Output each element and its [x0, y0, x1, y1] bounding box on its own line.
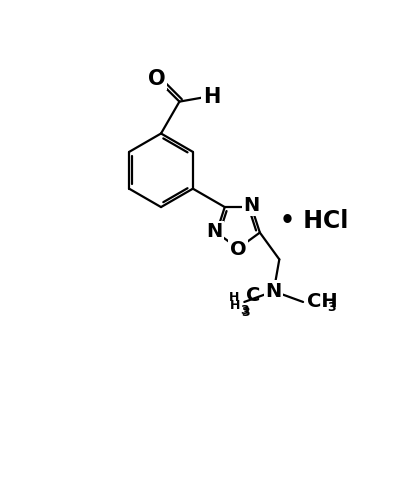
- Text: H: H: [230, 300, 240, 312]
- Text: 3: 3: [327, 301, 336, 314]
- Text: N: N: [266, 282, 282, 301]
- Text: H: H: [203, 87, 220, 107]
- Text: • HCl: • HCl: [280, 209, 349, 233]
- Text: N: N: [206, 222, 223, 241]
- Text: H: H: [229, 291, 239, 304]
- Text: C: C: [246, 286, 260, 305]
- Text: N: N: [244, 196, 260, 215]
- Text: 3: 3: [240, 304, 249, 317]
- Text: O: O: [230, 240, 247, 259]
- Text: O: O: [148, 69, 165, 89]
- Text: CH: CH: [307, 292, 337, 312]
- Text: 3: 3: [242, 306, 250, 319]
